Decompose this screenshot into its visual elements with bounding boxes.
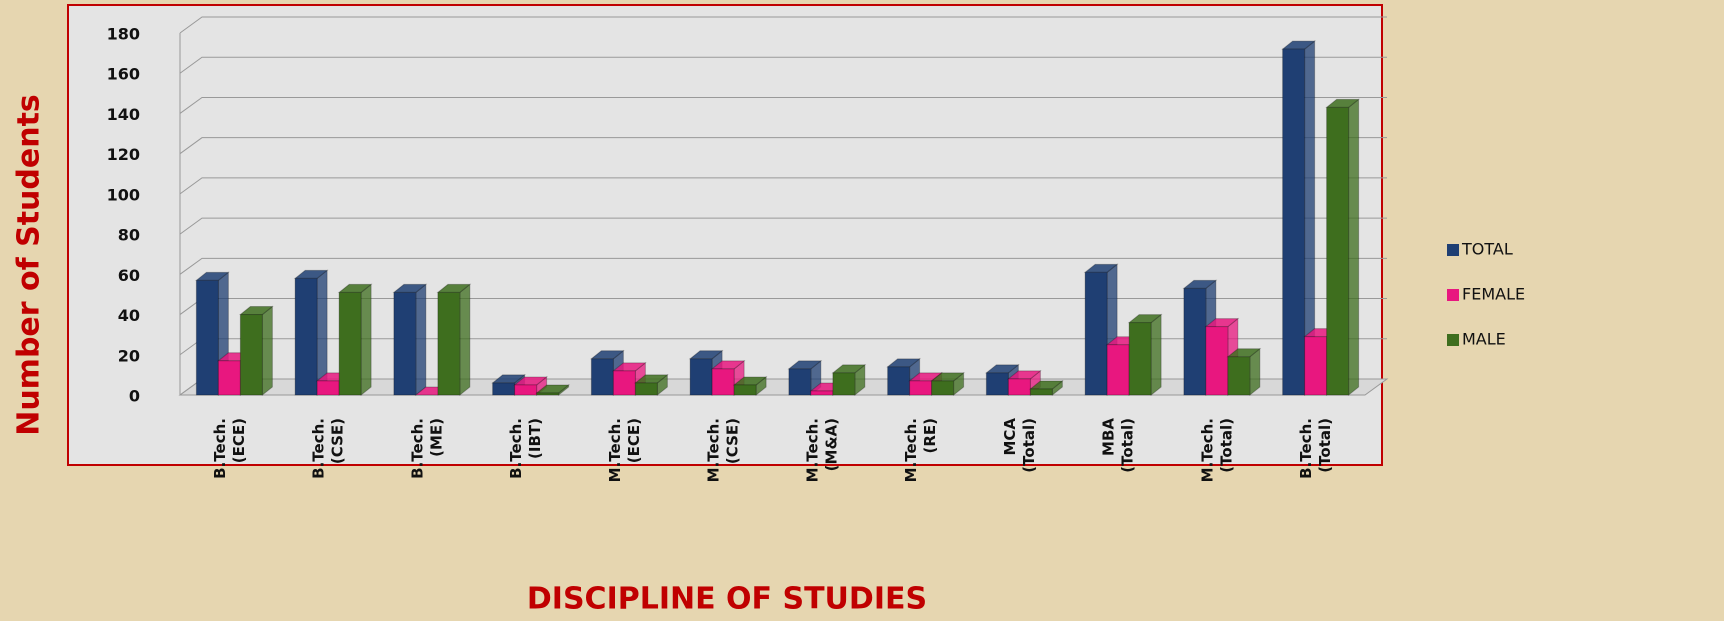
grid-line [179, 56, 1387, 74]
y-tick-label: 20 [118, 346, 140, 365]
x-tick-label: MCA(Total) [1000, 418, 1037, 473]
x-tick-label: M.Tech.(Total) [1198, 418, 1235, 482]
bar [437, 291, 461, 396]
legend-swatch [1447, 334, 1459, 346]
grid-line [179, 96, 1387, 114]
bar [1084, 271, 1108, 396]
bar [1326, 106, 1350, 396]
bar [195, 279, 219, 396]
bar [1106, 344, 1130, 396]
x-tick-label: M.Tech.(ECE) [605, 418, 642, 482]
bar-side [459, 283, 471, 397]
y-tick-label: 180 [107, 25, 140, 44]
x-tick-label: MBA(Total) [1099, 418, 1136, 473]
y-tick-label: 40 [118, 306, 140, 325]
grid-line [179, 137, 1387, 155]
y-tick-label: 160 [107, 65, 140, 84]
bar [338, 291, 362, 396]
x-tick-label: B.Tech.(ECE) [210, 418, 247, 479]
bar [832, 372, 856, 396]
bar [689, 358, 713, 396]
bar-side [1348, 98, 1360, 397]
bar [810, 390, 834, 396]
chart-frame [67, 4, 1383, 466]
bar [1128, 322, 1152, 396]
bar [1205, 326, 1229, 396]
y-tick-label: 0 [129, 387, 140, 406]
bar [239, 314, 263, 396]
bar [294, 277, 318, 396]
bar-side [1150, 313, 1162, 397]
bar [316, 380, 340, 396]
y-tick-label: 100 [107, 185, 140, 204]
x-tick-label: M.Tech.(CSE) [704, 418, 741, 482]
legend-swatch [1447, 289, 1459, 301]
bar [514, 384, 538, 396]
grid-line [179, 217, 1387, 235]
y-axis-title: Number of Students [12, 94, 47, 436]
legend-label: TOTAL [1461, 240, 1513, 259]
x-tick-label: B.Tech.(CSE) [309, 418, 346, 479]
grid-line [179, 177, 1387, 195]
grid-line [179, 257, 1387, 275]
bar [1304, 336, 1328, 396]
bar [1183, 287, 1207, 396]
bar [887, 366, 911, 396]
bar [1007, 378, 1031, 396]
x-tick-label: B.Tech.(Total) [1297, 418, 1334, 479]
x-axis-title: DISCIPLINE OF STUDIES [527, 582, 927, 617]
bar [909, 380, 933, 396]
bar [931, 380, 955, 396]
bar-side [360, 283, 372, 397]
bar [590, 358, 614, 396]
x-tick-label: M.Tech.(M&A) [803, 418, 840, 482]
bar [985, 372, 1009, 396]
legend-label: FEMALE [1462, 285, 1525, 304]
x-tick-label: B.Tech.(ME) [408, 418, 445, 479]
y-tick-label: 80 [118, 226, 140, 245]
y-tick-label: 140 [107, 105, 140, 124]
bar [711, 368, 735, 396]
bar [1282, 48, 1306, 396]
y-tick-label: 120 [107, 145, 140, 164]
grid-line [179, 16, 1387, 34]
bar [536, 392, 560, 396]
x-tick-label: M.Tech.(RE) [902, 418, 939, 482]
bar [1029, 388, 1053, 396]
bar [788, 368, 812, 396]
legend-label: MALE [1462, 330, 1506, 349]
bar-side [261, 305, 273, 397]
x-tick-label: B.Tech.(IBT) [507, 418, 544, 479]
bar [733, 384, 757, 396]
bar [393, 291, 417, 396]
bar [217, 360, 241, 396]
y-tick-label: 60 [118, 266, 140, 285]
bar [634, 382, 658, 396]
bar [1227, 356, 1251, 396]
legend-swatch [1447, 244, 1459, 256]
bar [492, 382, 516, 396]
bar-side [415, 283, 427, 397]
bar [612, 370, 636, 396]
